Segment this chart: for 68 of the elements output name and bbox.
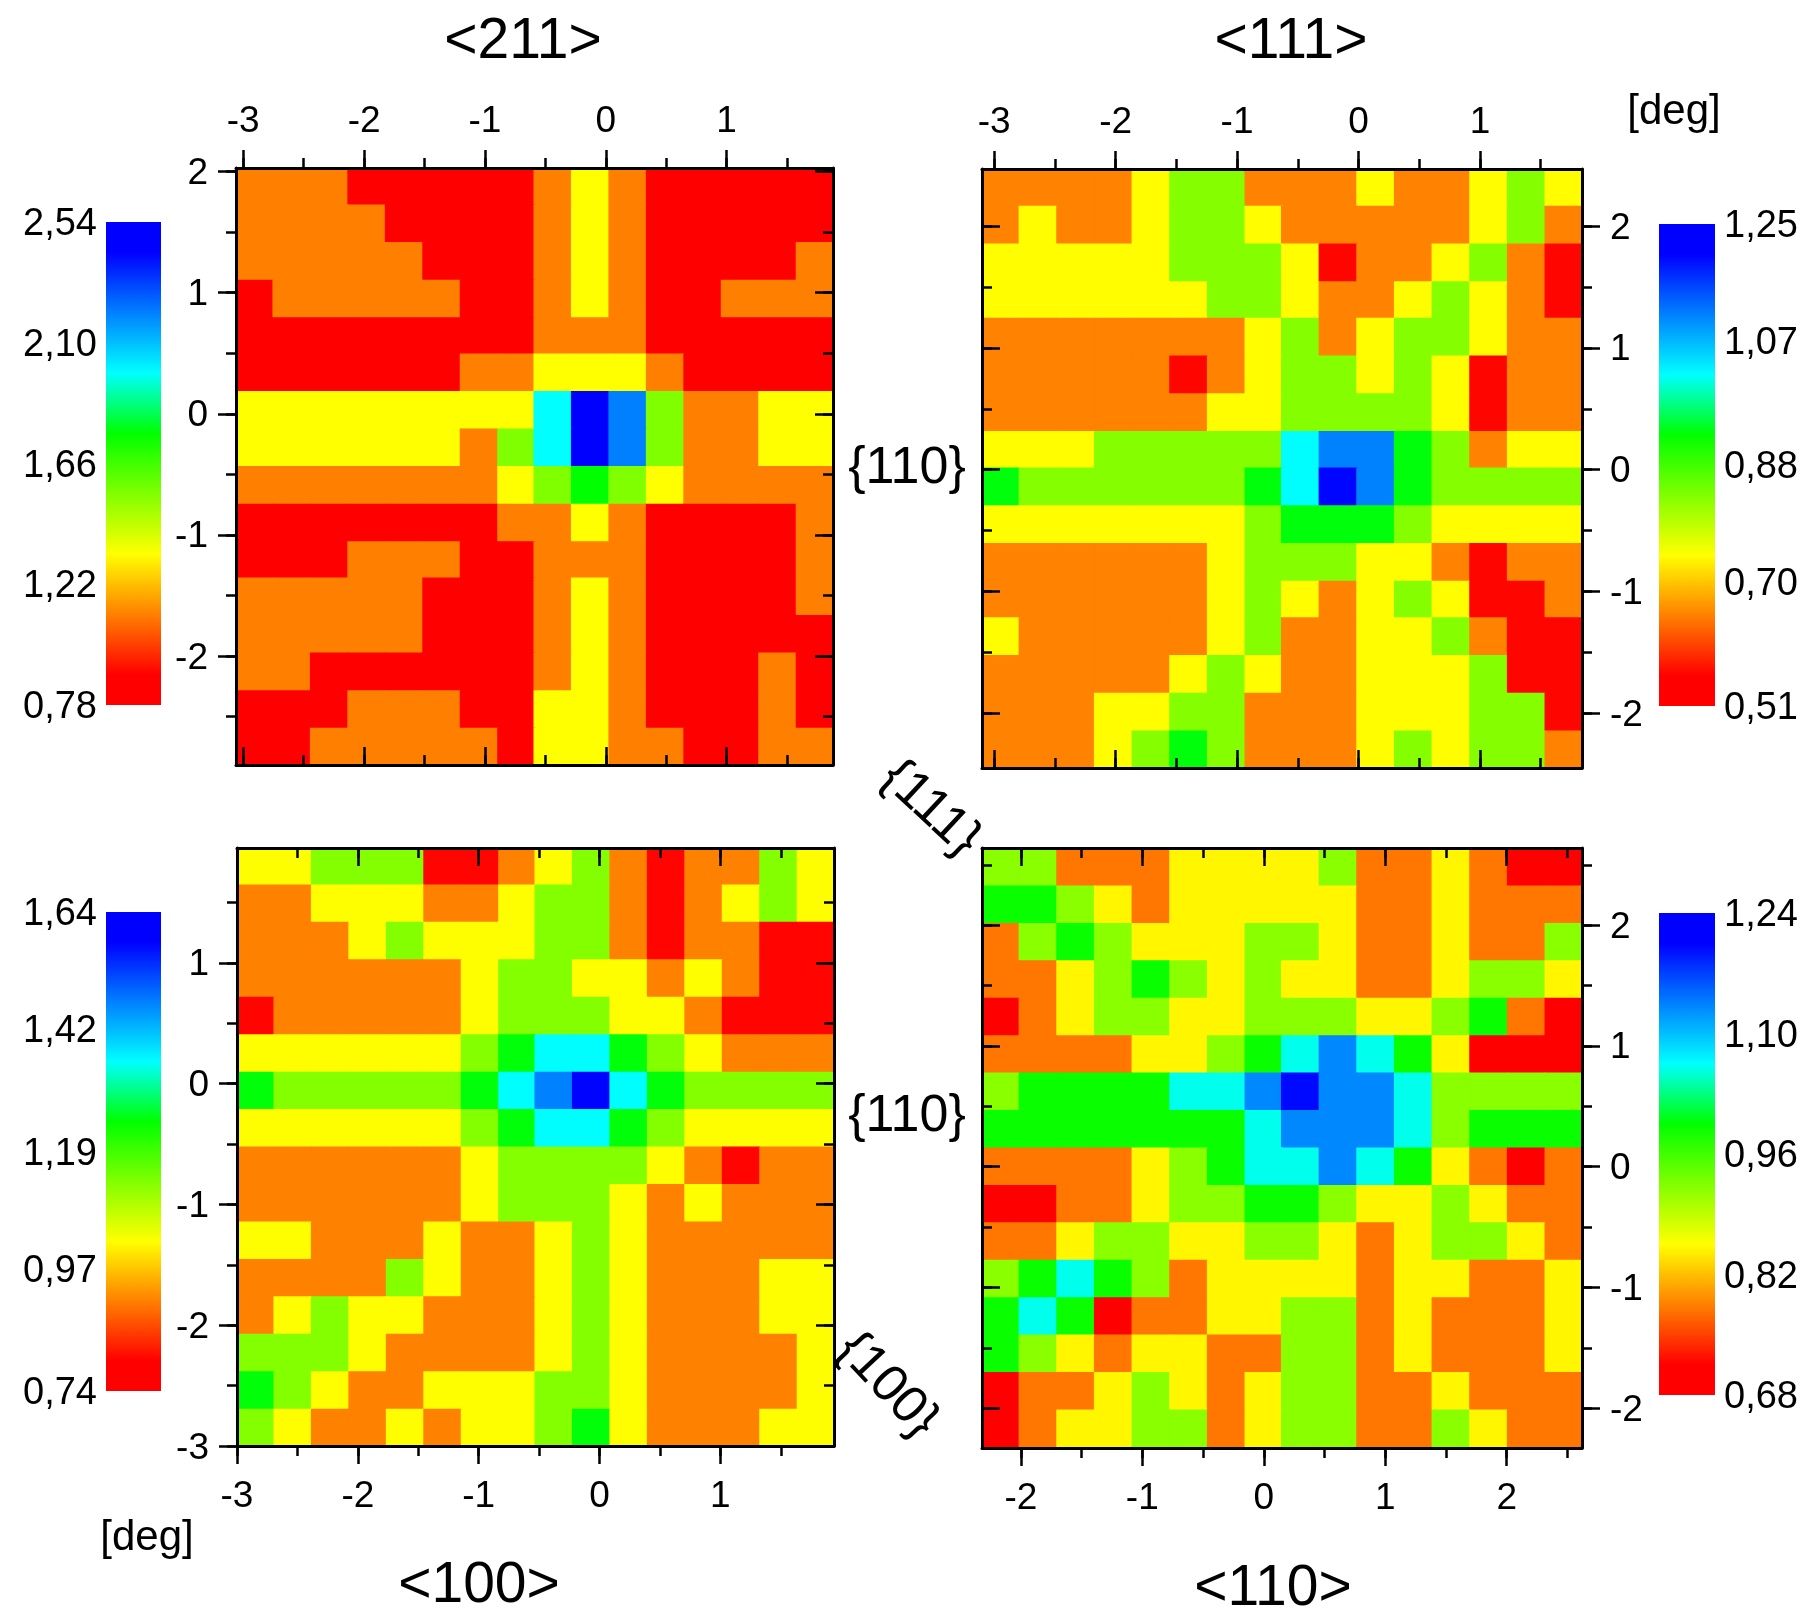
chart-title: <111> (1214, 6, 1368, 70)
y-tick-label: 0 (1610, 449, 1631, 491)
text: <110> (1194, 1553, 1352, 1617)
x-tick-label: 1 (1374, 1476, 1396, 1517)
x-tick-label: -3 (977, 100, 1011, 141)
text: {110} (848, 436, 966, 494)
y-tick-label: -2 (1610, 1387, 1643, 1429)
y-tick-label: -1 (175, 514, 208, 556)
x-tick-label: -3 (220, 1474, 254, 1515)
color-bar-title: [deg] (100, 1511, 194, 1559)
y-tick-label: -2 (1610, 692, 1643, 734)
y-tick-label: 0 (187, 393, 208, 435)
x-tick-label: 2 (1496, 1476, 1517, 1517)
y-tick-label: -3 (176, 1425, 209, 1467)
x-tick-label: -1 (468, 99, 502, 140)
color-bar-label: 0,70 (1724, 561, 1798, 604)
x-tick-label: 0 (589, 1474, 610, 1515)
x-tick-label: -3 (226, 99, 260, 140)
x-tick-label: 1 (1469, 100, 1491, 141)
y-tick-label: -2 (175, 635, 208, 677)
y-tick-label: 1 (188, 942, 209, 984)
color-bar-label: 1,19 (23, 1130, 97, 1173)
x-tick-label: -2 (1004, 1476, 1038, 1517)
color-bar-label: 1,25 (1724, 203, 1798, 245)
color-bar-label: 2,10 (23, 321, 97, 364)
color-bar-label: 1,10 (1724, 1012, 1798, 1055)
color-bar-label: 0,97 (23, 1247, 97, 1290)
x-tick-label: -2 (347, 99, 381, 140)
y-tick-label: 1 (187, 272, 208, 314)
x-tick-label: 0 (1253, 1476, 1275, 1517)
color-bar-label: 0,96 (1724, 1133, 1798, 1175)
text: {110} (848, 1084, 966, 1142)
color-bar-label: 0,88 (1724, 444, 1798, 486)
color-bar-title: [deg] (1627, 85, 1721, 133)
x-tick-label: 1 (710, 1474, 731, 1515)
x-tick-label: -2 (1099, 100, 1133, 141)
color-bar-label: 0,82 (1724, 1253, 1798, 1296)
y-tick-label: 2 (1610, 904, 1631, 946)
color-bar-label: 2,54 (23, 201, 97, 243)
color-bar-label: 1,24 (1724, 892, 1798, 934)
x-tick-label: 0 (595, 99, 617, 140)
color-bar-label: 0,68 (1724, 1374, 1798, 1416)
y-tick-label: 2 (187, 151, 208, 193)
y-tick-label: -1 (1610, 570, 1643, 612)
y-tick-label: -1 (1610, 1266, 1643, 1308)
color-bar-label: 1,64 (23, 891, 97, 933)
color-bar-label: 1,66 (23, 442, 97, 485)
y-tick-label: -2 (176, 1304, 209, 1346)
text: <100> (398, 1550, 560, 1614)
y-tick-label: 1 (1610, 327, 1631, 369)
x-tick-label: 1 (716, 99, 737, 140)
color-bar-label: 0,78 (23, 684, 97, 726)
x-tick-label: 0 (1348, 100, 1369, 141)
y-tick-label: 1 (1610, 1025, 1631, 1067)
x-tick-label: -1 (462, 1474, 496, 1515)
color-bar-label: 1,07 (1724, 320, 1798, 363)
y-tick-label: 2 (1610, 205, 1631, 247)
chart-title: <211> (444, 6, 602, 70)
x-tick-label: -1 (1220, 100, 1254, 141)
y-tick-label: 0 (1610, 1146, 1631, 1188)
color-bar-label: 1,42 (23, 1008, 97, 1051)
x-tick-label: -1 (1125, 1476, 1159, 1517)
color-bar-label: 0,74 (23, 1370, 97, 1412)
color-bar-label: 0,51 (1724, 685, 1798, 727)
x-tick-label: -2 (341, 1474, 375, 1515)
y-tick-label: 0 (188, 1063, 209, 1105)
color-bar-label: 1,22 (23, 563, 97, 606)
y-tick-label: -1 (176, 1183, 209, 1225)
